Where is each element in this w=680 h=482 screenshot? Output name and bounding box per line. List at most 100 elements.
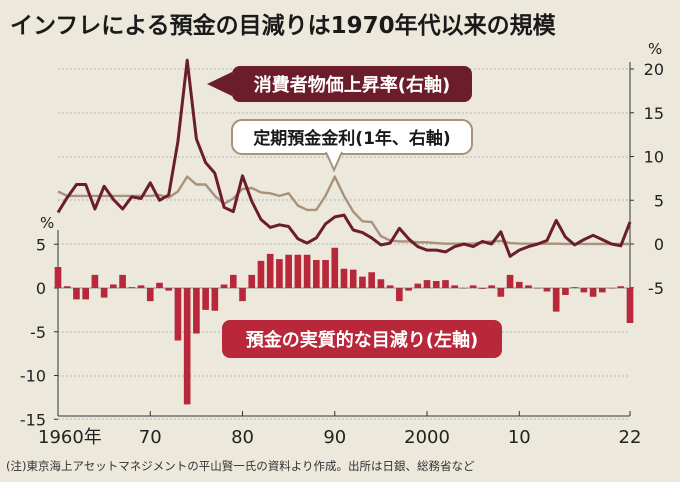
deposit-erosion-bar bbox=[303, 254, 311, 288]
x-axis-tick-label: 10 bbox=[508, 427, 531, 448]
deposit-erosion-bar bbox=[331, 247, 339, 288]
deposit-erosion-bar bbox=[562, 288, 569, 295]
deposit-erosion-bar bbox=[377, 279, 385, 288]
cpi-line bbox=[56, 58, 632, 258]
deposit-erosion-bar bbox=[442, 280, 449, 289]
deposit-erosion-bar bbox=[322, 260, 329, 288]
deposit-erosion-bar bbox=[229, 274, 237, 289]
deposit-erosion-bar bbox=[396, 288, 403, 302]
deposit-erosion-bar bbox=[552, 288, 560, 312]
deposit-erosion-bar bbox=[220, 284, 228, 288]
deposit-erosion-bar bbox=[193, 288, 200, 334]
deposit-erosion-bar bbox=[349, 269, 357, 289]
deposit-erosion-bar bbox=[128, 287, 136, 289]
chart-title: インフレによる預金の目減りは1970年代以来の規模 bbox=[10, 13, 556, 39]
deposit-erosion-bar bbox=[386, 285, 394, 289]
deposit-erosion-bar bbox=[100, 288, 108, 298]
deposit-erosion-bar bbox=[266, 253, 274, 289]
x-axis-tick-label: 2000 bbox=[404, 427, 450, 448]
deposit-erosion-bar bbox=[617, 286, 625, 288]
deposit-erosion-bar bbox=[525, 285, 532, 289]
left-axis-tick-label: -5 bbox=[30, 323, 46, 342]
right-axis: % 20 15 10 5 0 -5 bbox=[629, 40, 664, 298]
deposit-erosion-bar bbox=[580, 288, 588, 293]
rate-label-box bbox=[231, 119, 473, 155]
deposit-erosion-bar bbox=[294, 254, 302, 288]
deposit-erosion-bar bbox=[174, 288, 182, 341]
deposit-erosion-bar bbox=[110, 284, 117, 288]
rate-label-pointer bbox=[325, 151, 343, 173]
x-axis-tick-label: 70 bbox=[139, 427, 162, 448]
right-axis-tick-label: 15 bbox=[644, 104, 664, 123]
right-axis-tick-label: 5 bbox=[654, 191, 664, 210]
x-axis-tick-label: 22 bbox=[619, 427, 642, 448]
x-axis-tick-label: 90 bbox=[323, 427, 346, 448]
rate-label-pointer-mask bbox=[327, 149, 341, 153]
deposit-erosion-bar bbox=[451, 285, 459, 289]
x-axis-tick-label: 1960年 bbox=[38, 427, 102, 448]
left-axis-tick-label: -15 bbox=[20, 410, 46, 429]
deposit-erosion-bar bbox=[543, 288, 551, 292]
deposit-erosion-bar bbox=[82, 288, 89, 300]
deposit-erosion-bar bbox=[137, 285, 145, 289]
deposit-erosion-bar bbox=[156, 282, 163, 288]
right-axis-unit: % bbox=[648, 40, 662, 58]
deposit-erosion-bar bbox=[54, 267, 62, 288]
left-axis-unit: % bbox=[40, 214, 54, 232]
right-axis-tick-label: -5 bbox=[648, 279, 664, 298]
deposit-erosion-bar bbox=[626, 288, 634, 323]
deposit-erosion-bar bbox=[432, 281, 440, 288]
deposit-erosion-bar bbox=[239, 288, 246, 302]
left-axis: % 5 0 -5 -10 -15 bbox=[20, 214, 59, 429]
rate-label-text: 定期預金金利(1年、右軸) bbox=[253, 128, 450, 149]
right-axis-tick-label: 0 bbox=[654, 235, 664, 254]
deposit-erosion-bar bbox=[257, 260, 265, 289]
right-axis-tick-label: 20 bbox=[644, 60, 664, 79]
deposit-erosion-bar bbox=[276, 259, 283, 289]
deposit-erosion-bar bbox=[119, 274, 126, 289]
left-axis-tick-label: -10 bbox=[20, 367, 46, 386]
cpi-label-pointer bbox=[207, 72, 232, 96]
deposit-erosion-bar bbox=[313, 260, 320, 288]
deposit-erosion-bar bbox=[202, 288, 209, 310]
deposit-erosion-bar bbox=[285, 254, 292, 288]
deposit-rate-line bbox=[57, 175, 630, 246]
bar-series-deposit-erosion bbox=[54, 247, 634, 405]
deposit-erosion-bar bbox=[599, 288, 606, 293]
deposit-erosion-bar bbox=[165, 288, 173, 291]
deposit-erosion-bar bbox=[73, 288, 80, 300]
right-axis-tick-label: 10 bbox=[644, 148, 664, 167]
deposit-erosion-bar bbox=[497, 288, 505, 297]
deposit-erosion-bar bbox=[368, 272, 375, 288]
cpi-label-text: 消費者物価上昇率(右軸) bbox=[254, 74, 450, 96]
deposit-erosion-bar bbox=[423, 280, 431, 289]
left-axis-tick-label: 5 bbox=[36, 235, 46, 254]
deposit-erosion-bar bbox=[479, 288, 486, 289]
deposit-erosion-bar bbox=[589, 288, 597, 297]
left-axis-tick-label: 0 bbox=[36, 279, 46, 298]
deposit-erosion-bar bbox=[515, 281, 523, 289]
deposit-erosion-bar bbox=[248, 274, 256, 289]
deposit-erosion-bar bbox=[340, 268, 348, 288]
deposit-erosion-bar bbox=[91, 274, 99, 289]
deposit-erosion-bar bbox=[488, 285, 495, 289]
deposit-erosion-bar bbox=[183, 288, 191, 405]
deposit-erosion-bar bbox=[63, 286, 71, 288]
annotation-labels: 消費者物価上昇率(右軸) 定期預金金利(1年、右軸) 預金の実質的な目減り(左軸) bbox=[207, 66, 502, 358]
deposit-erosion-bar bbox=[414, 283, 422, 289]
deposit-erosion-bar bbox=[146, 288, 154, 302]
x-axis: 1960年 70 80 90 2000 10 22 bbox=[38, 411, 641, 448]
deposit-erosion-bar bbox=[469, 285, 477, 289]
deposit-erosion-bar bbox=[571, 287, 578, 289]
deposit-erosion-bar bbox=[506, 274, 514, 289]
deposit-erosion-bar bbox=[359, 276, 366, 289]
erosion-label-text: 預金の実質的な目減り(左軸) bbox=[246, 329, 478, 351]
deposit-erosion-bar bbox=[211, 288, 219, 311]
line-series bbox=[56, 58, 632, 258]
erosion-label-box bbox=[222, 320, 502, 358]
cpi-label-box bbox=[232, 66, 472, 102]
deposit-erosion-bar bbox=[405, 288, 412, 291]
source-note: (注)東京海上アセットマネジメントの平山賢一氏の資料より作成。出所は日銀、総務省… bbox=[6, 459, 475, 473]
x-axis-tick-label: 80 bbox=[231, 427, 254, 448]
